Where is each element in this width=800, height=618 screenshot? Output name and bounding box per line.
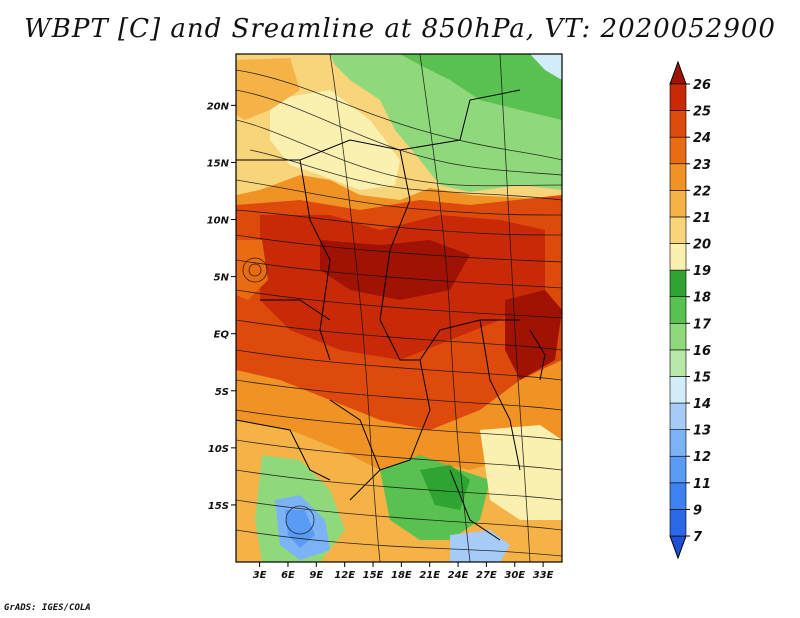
colorbar-label: 9: [693, 503, 702, 518]
colorbar-label: 13: [693, 424, 711, 439]
colorbar-segment: [669, 136, 687, 165]
streamlines: [236, 54, 562, 562]
colorbar-label: 22: [693, 184, 711, 199]
country-borders: [236, 89, 546, 541]
colorbar-segment: [669, 402, 687, 430]
colorbar: 7 9 11 12 13 14 15 16 17 18 19 20 21 22 23 24 25 26: [669, 60, 712, 560]
lat-tick-label: 15N: [207, 158, 230, 169]
colorbar-segment: [669, 429, 687, 457]
lon-tick-label: 30E: [504, 570, 525, 581]
lat-tick-label: 5S: [215, 387, 229, 398]
lon-tick-label: 12E: [334, 570, 355, 581]
colorbar-label: 24: [693, 131, 711, 146]
colorbar-segment: [669, 190, 687, 218]
colorbar-label: 23: [693, 158, 711, 173]
lat-tick-label: 15S: [208, 501, 229, 512]
lon-tick-label: 18E: [391, 570, 412, 581]
colorbar-label: 19: [693, 264, 711, 279]
colorbar-label: 15: [693, 370, 711, 385]
colorbar-segment: [669, 509, 687, 537]
colorbar-segment: [669, 243, 687, 271]
colorbar-segment: [669, 322, 687, 351]
colorbar-label: 21: [693, 211, 711, 226]
colorbar-min-triangle: [669, 535, 687, 560]
colorbar-segment: [669, 349, 687, 377]
colorbar-label: 25: [693, 105, 711, 120]
lon-tick-label: 27E: [476, 570, 497, 581]
colorbar-segment: [669, 482, 687, 510]
map-figure: 20N 15N 10N 5N EQ 5S 10S 15S 3E 6E 9E 12E 15E 18E 21E…: [207, 53, 712, 581]
lon-tick-label: 9E: [309, 570, 323, 581]
latitude-axis: 20N 15N 10N 5N EQ 5S 10S 15S: [207, 101, 236, 512]
colorbar-segment: [669, 376, 687, 404]
colorbar-label: 7: [693, 530, 703, 545]
lon-tick-label: 33E: [533, 570, 554, 581]
colorbar-label: 16: [693, 344, 711, 359]
colorbar-label: 12: [693, 450, 711, 465]
lat-tick-label: EQ: [214, 330, 230, 341]
lon-tick-label: 6E: [281, 570, 295, 581]
colorbar-segment: [669, 83, 687, 111]
plot-frame: [235, 53, 563, 563]
colorbar-label: 18: [693, 291, 711, 306]
lon-tick-label: 24E: [448, 570, 469, 581]
colorbar-segment: [669, 269, 687, 298]
map-title: WBPT [C] and Sreamline at 850hPa, VT: 20…: [24, 14, 776, 44]
colorbar-segment: [669, 110, 687, 138]
colorbar-max-triangle: [669, 60, 687, 85]
colorbar-label: 26: [693, 78, 711, 93]
colorbar-segment: [669, 455, 687, 484]
lon-tick-label: 21E: [419, 570, 440, 581]
lat-tick-label: 20N: [207, 101, 230, 112]
colorbar-segment: [669, 216, 687, 244]
longitude-axis: 3E 6E 9E 12E 15E 18E 21E 24E 27E 30E 33E: [253, 562, 554, 581]
lat-tick-label: 10S: [208, 444, 229, 455]
lat-tick-label: 5N: [214, 273, 230, 284]
colorbar-label: 11: [693, 477, 711, 492]
colorbar-label: 20: [693, 238, 711, 253]
colorbar-label: 17: [693, 317, 712, 332]
colorbar-segment: [669, 296, 687, 324]
lon-tick-label: 15E: [363, 570, 384, 581]
lat-tick-label: 10N: [207, 216, 230, 227]
credit-text: GrADS: IGES/COLA: [4, 603, 91, 613]
lon-tick-label: 3E: [253, 570, 267, 581]
colorbar-label: 14: [693, 397, 711, 412]
colorbar-segment: [669, 163, 687, 191]
